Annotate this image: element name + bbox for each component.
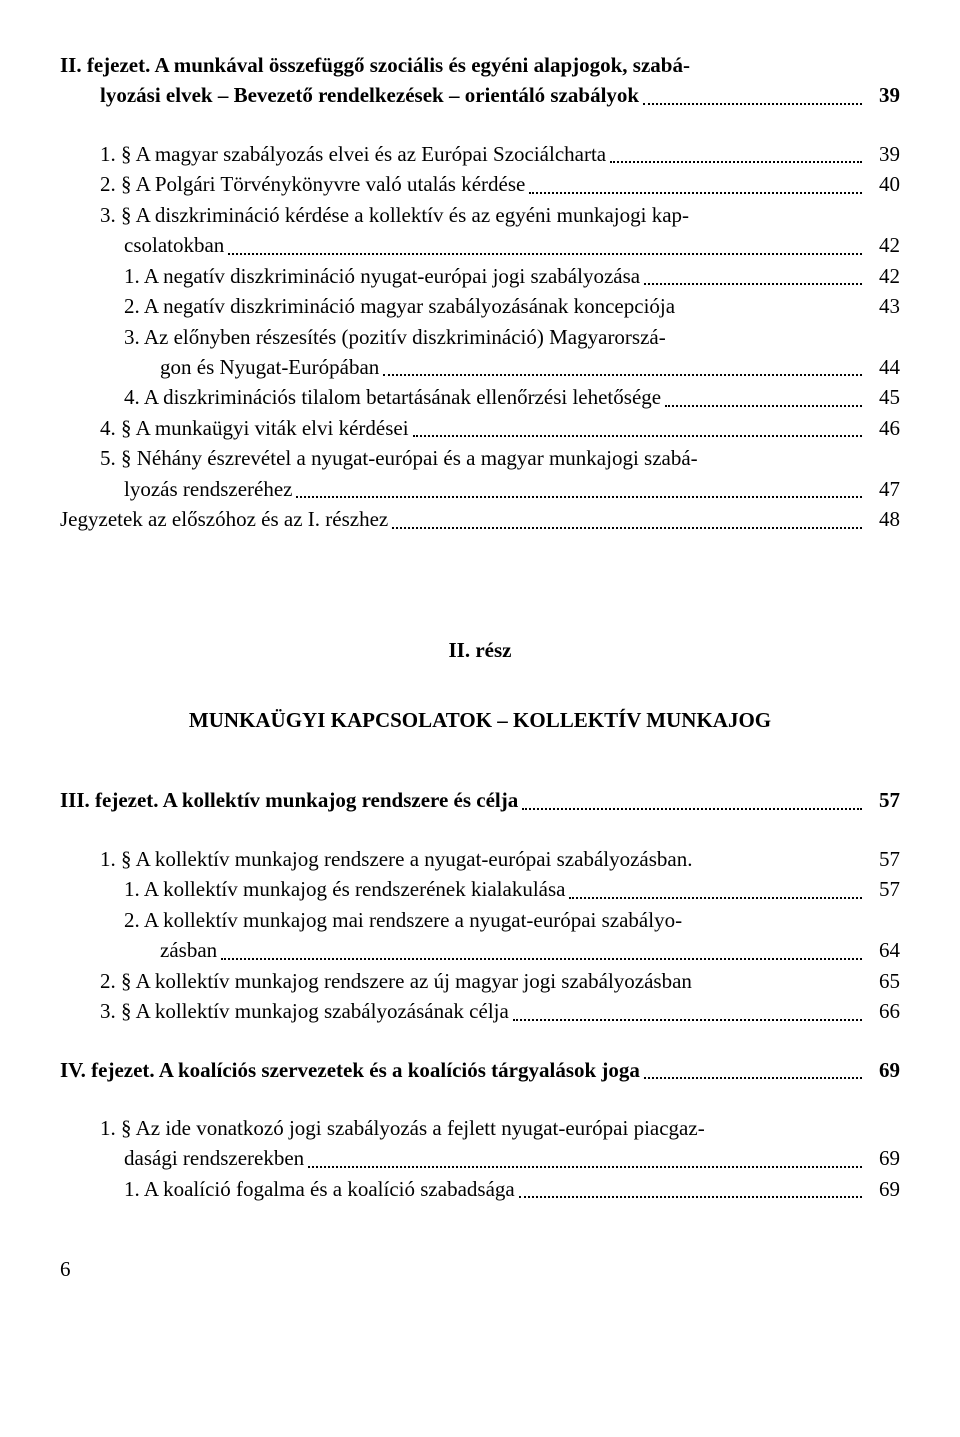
leader [519,1177,862,1198]
toc-entry: 4. § A munkaügyi viták elvi kérdései 46 [60,413,900,443]
page-number: 57 [866,844,900,874]
text: 2. § A kollektív munkajog rendszere az ú… [60,966,692,996]
leader [522,789,862,810]
text: 3. § A diszkrimináció kérdése a kollektí… [100,203,689,227]
footer-page-number: 6 [60,1254,900,1284]
page-number: 46 [866,413,900,443]
leader [228,234,862,255]
leader [529,173,862,194]
toc-entry: 1. A koalíció fogalma és a koalíció szab… [60,1174,900,1204]
leader [644,1058,862,1079]
text: 4. § A munkaügyi viták elvi kérdései [60,413,409,443]
text: 4. A diszkriminációs tilalom betartásána… [60,382,661,412]
leader [665,386,862,407]
leader [696,849,862,868]
page-number: 42 [866,261,900,291]
chapter-2-heading-line1: II. fejezet. A munkával összefüggő szoci… [60,50,900,80]
toc-entry: Jegyzetek az előszóhoz és az I. részhez … [60,504,900,534]
toc-entry-line1: 3. § A diszkrimináció kérdése a kollektí… [60,200,900,230]
leader [221,939,862,960]
spacer [60,111,900,139]
text: 1. § A kollektív munkajog rendszere a ny… [60,844,692,874]
leader [383,355,862,376]
page-number: 65 [866,966,900,996]
spacer [60,816,900,844]
text: IV. fejezet. A koalíciós szervezetek és … [60,1055,640,1085]
text: 1. A kollektív munkajog és rendszerének … [60,874,565,904]
toc-entry-line1: 1. § Az ide vonatkozó jogi szabályozás a… [60,1113,900,1143]
text: Jegyzetek az előszóhoz és az I. részhez [60,504,388,534]
part-2-title: MUNKAÜGYI KAPCSOLATOK – KOLLEKTÍV MUNKAJ… [60,705,900,735]
chapter-3-heading: III. fejezet. A kollektív munkajog rends… [60,785,900,815]
page-number: 39 [866,80,900,110]
text: lyozás rendszeréhez [60,474,292,504]
toc-entry: 4. A diszkriminációs tilalom betartásána… [60,382,900,412]
leader [569,878,862,899]
toc-entry-line2: csolatokban 42 [60,230,900,260]
text: III. fejezet. A kollektív munkajog rends… [60,785,518,815]
text: 2. A kollektív munkajog mai rendszere a … [124,908,682,932]
toc-entry-line1: 5. § Néhány észrevétel a nyugat-európai … [60,443,900,473]
toc-entry: 1. A negatív diszkrimináció nyugat-európ… [60,261,900,291]
page-number: 44 [866,352,900,382]
toc-entry: 3. § A kollektív munkajog szabályozásána… [60,996,900,1026]
leader [513,1000,862,1021]
text: zásban [60,935,217,965]
leader [296,477,862,498]
text: 3. § A kollektív munkajog szabályozásána… [60,996,509,1026]
text: dasági rendszerekben [60,1143,304,1173]
part-2-label: II. rész [60,635,900,665]
spacer [60,1085,900,1113]
chapter-4-heading: IV. fejezet. A koalíciós szervezetek és … [60,1055,900,1085]
text: 1. § A magyar szabályozás elvei és az Eu… [60,139,606,169]
toc-entry: 2. § A Polgári Törvénykönyvre való utalá… [60,169,900,199]
page-number: 48 [866,504,900,534]
page-number: 47 [866,474,900,504]
text: 5. § Néhány észrevétel a nyugat-európai … [100,446,698,470]
toc-entry-line2: gon és Nyugat-Európában 44 [60,352,900,382]
toc-entry-line2: dasági rendszerekben 69 [60,1143,900,1173]
text: 2. § A Polgári Törvénykönyvre való utalá… [60,169,525,199]
leader [643,84,862,105]
leader [696,971,862,990]
text: 1. A koalíció fogalma és a koalíció szab… [60,1174,515,1204]
text: 1. § Az ide vonatkozó jogi szabályozás a… [100,1116,705,1140]
toc-entry-line2: zásban 64 [60,935,900,965]
page-number: 43 [866,291,900,321]
toc-entry-line1: 3. Az előnyben részesítés (pozitív diszk… [60,322,900,352]
text: csolatokban [60,230,224,260]
page-number: 57 [866,874,900,904]
page-number: 40 [866,169,900,199]
leader [392,508,862,529]
page-number: 69 [866,1055,900,1085]
page-number: 69 [866,1143,900,1173]
text: 2. A negatív diszkrimináció magyar szabá… [60,291,675,321]
text: lyozási elvek – Bevezető rendelkezések –… [60,80,639,110]
page-number: 64 [866,935,900,965]
page-number: 69 [866,1174,900,1204]
leader [679,297,862,316]
toc-entry: 1. § A magyar szabályozás elvei és az Eu… [60,139,900,169]
page-number: 42 [866,230,900,260]
toc-entry: 2. § A kollektív munkajog rendszere az ú… [60,966,900,996]
text: 1. A negatív diszkrimináció nyugat-európ… [60,261,640,291]
page-number: 39 [866,139,900,169]
leader [308,1147,862,1168]
leader [610,142,862,163]
leader [644,264,862,285]
spacer [60,1027,900,1055]
toc-entry-line2: lyozás rendszeréhez 47 [60,474,900,504]
page-number: 45 [866,382,900,412]
toc-entry: 2. A negatív diszkrimináció magyar szabá… [60,291,900,321]
toc-entry: 1. A kollektív munkajog és rendszerének … [60,874,900,904]
leader [413,416,862,437]
page-number: 57 [866,785,900,815]
toc-entry-line1: 2. A kollektív munkajog mai rendszere a … [60,905,900,935]
toc-entry: 1. § A kollektív munkajog rendszere a ny… [60,844,900,874]
chapter-2-heading-line2: lyozási elvek – Bevezető rendelkezések –… [60,80,900,110]
page-number: 66 [866,996,900,1026]
text: 3. Az előnyben részesítés (pozitív diszk… [124,325,666,349]
text: gon és Nyugat-Európában [60,352,379,382]
text: II. fejezet. A munkával összefüggő szoci… [60,53,690,77]
